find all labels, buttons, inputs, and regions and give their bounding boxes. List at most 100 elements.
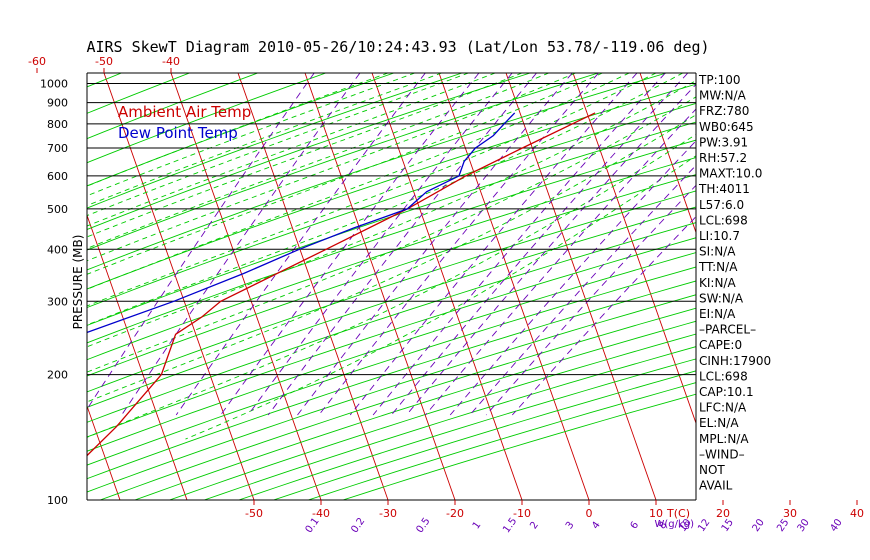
dry-adiabat-line (87, 206, 696, 408)
mixing-ratio-line (121, 73, 361, 416)
pressure-tick-label: 300 (47, 295, 68, 308)
pressure-tick-label: 900 (47, 97, 68, 110)
bottom-temp-tick-label: -50 (245, 507, 263, 520)
dry-adiabat-line (87, 294, 696, 493)
pressure-tick-label: 200 (47, 369, 68, 382)
moist-adiabat-line (87, 96, 696, 373)
bottom-temp-tick-label: -30 (379, 507, 397, 520)
index-entry: MAXT:10.0 (699, 167, 762, 181)
index-entry: MW:N/A (699, 89, 747, 103)
moist-adiabat-line (87, 73, 469, 217)
index-entry: KI:N/A (699, 276, 736, 290)
dry-adiabat-line (87, 73, 531, 230)
profile-series (87, 112, 596, 457)
index-entry: LCL:698 (699, 213, 748, 227)
index-entry: SI:N/A (699, 245, 736, 259)
mixing-ratio-unit-label: W(g/kg) (654, 519, 694, 530)
dewpoint-temp-line (87, 112, 516, 334)
isotherm-line (639, 73, 696, 234)
dry-adiabat-line (87, 280, 696, 480)
moist-adiabat-line (87, 80, 696, 348)
index-entry: NOT (699, 463, 725, 477)
mixing-ratio-tick-label: 20 (751, 517, 767, 534)
mixing-ratio-line (469, 164, 696, 416)
mixing-ratio-line (318, 73, 599, 416)
legend-dewpoint: Dew Point Temp (118, 124, 238, 142)
index-entry: TH:4011 (698, 182, 750, 196)
dry-adiabat-line (169, 333, 696, 500)
index-entry: LFC:N/A (699, 401, 747, 415)
pressure-tick-label: 500 (47, 203, 68, 216)
dry-adiabat-line (204, 346, 696, 500)
mixing-ratio-line (406, 83, 696, 416)
index-entry: EL:N/A (699, 416, 739, 430)
index-entry: TT:N/A (698, 260, 738, 274)
dry-adiabat-line (87, 174, 696, 377)
dry-adiabat-line (87, 190, 696, 393)
bottom-temp-tick-label: -10 (513, 507, 531, 520)
pressure-tick-label: 400 (47, 243, 68, 256)
mixing-ratio-tick-label: 3 (564, 520, 577, 532)
isotherm-line (87, 213, 188, 500)
dry-adiabat-line (87, 252, 696, 452)
axes: 1002003004005006007008009001000-120-110-… (28, 55, 864, 535)
moist-adiabat-line (87, 73, 389, 187)
mixing-ratio-tick-label: 8 (657, 520, 670, 532)
mixing-ratio-tick-label: 6 (629, 520, 642, 532)
isotherm-line (87, 404, 121, 500)
pressure-tick-label: 1000 (40, 78, 68, 91)
mixing-ratio-tick-label: 0.2 (349, 516, 367, 535)
index-entry: PW:3.91 (699, 135, 748, 149)
isotherm-line (841, 73, 870, 500)
temp-unit-label: T(C) (666, 507, 690, 520)
mixing-ratio-line (247, 73, 513, 416)
bottom-temp-tick-label: 20 (716, 507, 730, 520)
dry-adiabat-line (87, 73, 599, 251)
index-entry: –PARCEL– (699, 323, 756, 337)
isotherm-line (572, 73, 696, 425)
index-entry: CINH:17900 (699, 354, 771, 368)
dry-adiabat-line (87, 73, 667, 271)
index-entry: AVAIL (699, 479, 733, 493)
index-entry: CAPE:0 (699, 338, 742, 352)
dry-adiabat-line (87, 73, 463, 209)
index-entry: EI:N/A (699, 307, 736, 321)
mixing-ratio-tick-label: 2 (528, 520, 541, 532)
top-temp-tick-label: -40 (162, 55, 180, 68)
mixing-ratio-tick-label: 1 (471, 520, 484, 532)
moist-adiabat-line (87, 73, 684, 326)
dry-adiabat-line (87, 157, 696, 361)
dry-adiabat-line (238, 358, 696, 500)
index-entry: L57:6.0 (699, 198, 744, 212)
moist-adiabat-line (87, 73, 576, 262)
bottom-temp-tick-label: 10 (649, 507, 663, 520)
isotherm-line (438, 73, 590, 500)
bottom-temp-tick-label: -20 (446, 507, 464, 520)
dry-adiabat-line (87, 121, 696, 326)
top-temp-tick-label: -50 (95, 55, 113, 68)
index-entry: WB0:645 (699, 120, 754, 134)
pressure-tick-label: 100 (47, 494, 68, 507)
moist-adiabat-line (87, 73, 630, 290)
dry-adiabat-line (87, 222, 696, 423)
grid-lines (87, 73, 870, 500)
dry-adiabat-line (87, 83, 696, 290)
mixing-ratio-tick-label: 30 (796, 517, 812, 534)
moist-adiabat-line (87, 73, 549, 249)
isobar-lines (87, 83, 696, 501)
moist-adiabat-line (87, 73, 415, 197)
bottom-temp-tick-label: -40 (312, 507, 330, 520)
mixing-ratio-line (87, 73, 315, 410)
index-entry: LCL:698 (699, 369, 748, 383)
mixing-ratio-line (391, 73, 689, 416)
legend-ambient: Ambient Air Temp (118, 103, 251, 121)
dry-adiabat-line (87, 73, 395, 187)
dry-adiabat-line (87, 102, 696, 309)
dry-adiabat-line (273, 370, 696, 500)
dry-adiabat-line (134, 320, 696, 500)
dry-adiabat-line (87, 237, 696, 438)
pressure-tick-label: 800 (47, 118, 68, 131)
top-temp-tick-label: -60 (28, 55, 46, 68)
